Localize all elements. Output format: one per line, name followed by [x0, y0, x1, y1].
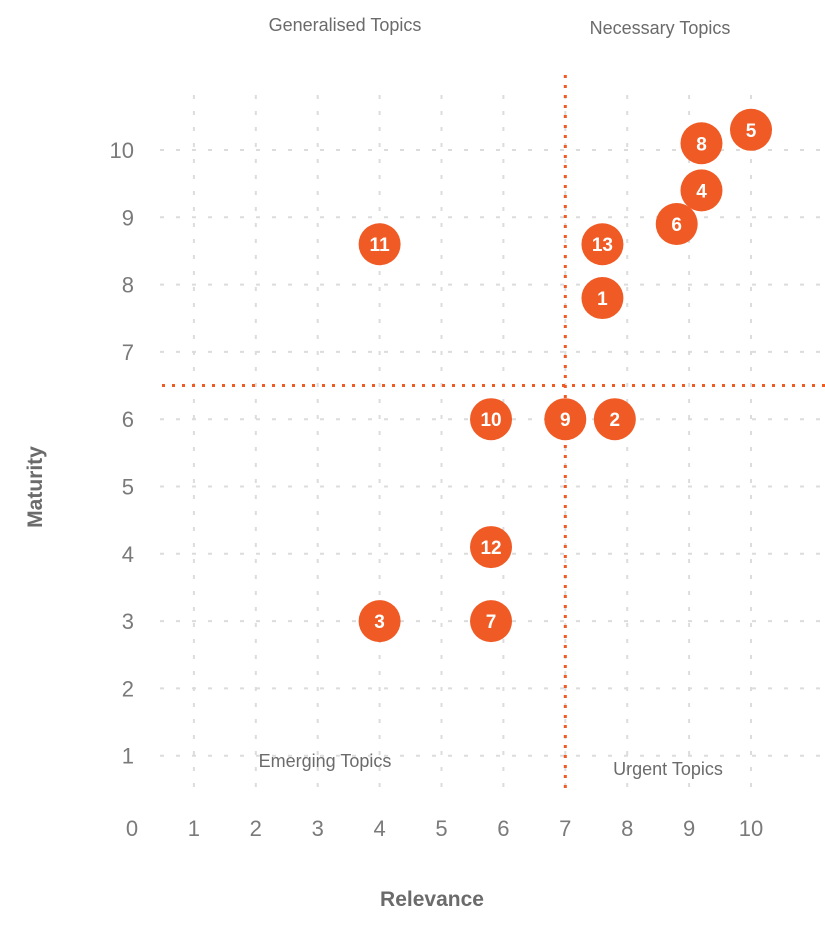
x-tick-label: 10 — [739, 816, 763, 841]
quadrant-labels: Generalised Topics Necessary Topics Emer… — [259, 15, 731, 779]
data-point-label: 5 — [746, 121, 757, 142]
quadrant-label-emerging: Emerging Topics — [259, 751, 392, 771]
y-tick-label: 8 — [122, 273, 134, 298]
data-point-marker — [470, 398, 513, 441]
y-tick-labels: 1 2 3 4 5 6 7 8 9 10 — [110, 138, 134, 769]
data-point-label: 13 — [592, 235, 613, 256]
data-point-label: 8 — [696, 134, 707, 155]
x-tick-label: 5 — [435, 816, 447, 841]
data-point-marker — [593, 398, 636, 441]
y-tick-label: 4 — [122, 542, 134, 567]
data-point-marker — [470, 526, 513, 569]
y-tick-label: 2 — [122, 676, 134, 701]
x-axis-title: Relevance — [380, 888, 484, 911]
y-axis-title: Maturity — [24, 446, 47, 528]
threshold-lines — [162, 75, 825, 790]
y-tick-label: 1 — [122, 744, 134, 769]
x-tick-label: 7 — [559, 816, 571, 841]
data-point-marker — [581, 277, 624, 320]
x-tick-label: 4 — [373, 816, 385, 841]
quadrant-label-necessary: Necessary Topics — [590, 18, 731, 38]
quadrant-label-generalised: Generalised Topics — [269, 15, 422, 35]
y-tick-label: 5 — [122, 475, 134, 500]
data-point-marker — [581, 223, 624, 266]
y-tick-label: 9 — [122, 205, 134, 230]
y-tick-label: 3 — [122, 609, 134, 634]
data-point-label: 2 — [610, 410, 621, 431]
quadrant-label-urgent: Urgent Topics — [613, 759, 723, 779]
data-point-label: 3 — [374, 612, 385, 633]
x-tick-label: 1 — [188, 816, 200, 841]
data-point-marker — [680, 122, 723, 165]
data-point-label: 1 — [597, 289, 608, 310]
data-point-label: 10 — [480, 410, 501, 431]
data-point-label: 9 — [560, 410, 571, 431]
x-tick-label: 2 — [250, 816, 262, 841]
data-point-marker — [358, 223, 401, 266]
data-point-label: 7 — [486, 612, 497, 633]
y-tick-label: 6 — [122, 407, 134, 432]
x-tick-label: 9 — [683, 816, 695, 841]
data-point-marker — [680, 169, 723, 212]
data-point-marker — [544, 398, 587, 441]
x-tick-label: 8 — [621, 816, 633, 841]
x-tick-labels: 0 1 2 3 4 5 6 7 8 9 10 — [126, 816, 763, 841]
data-point-label: 4 — [696, 181, 707, 202]
data-point-marker — [358, 600, 401, 643]
data-point-label: 12 — [480, 538, 501, 559]
y-tick-label: 7 — [122, 340, 134, 365]
x-tick-label: 6 — [497, 816, 509, 841]
data-point-label: 6 — [671, 215, 682, 236]
data-point-marker — [730, 108, 772, 151]
y-tick-label: 10 — [110, 138, 134, 163]
data-point-marker — [655, 203, 698, 246]
data-point-marker — [470, 600, 513, 643]
x-tick-label: 0 — [126, 816, 138, 841]
x-tick-label: 3 — [312, 816, 324, 841]
data-point-label: 11 — [370, 235, 391, 256]
grid-lines — [160, 95, 825, 793]
